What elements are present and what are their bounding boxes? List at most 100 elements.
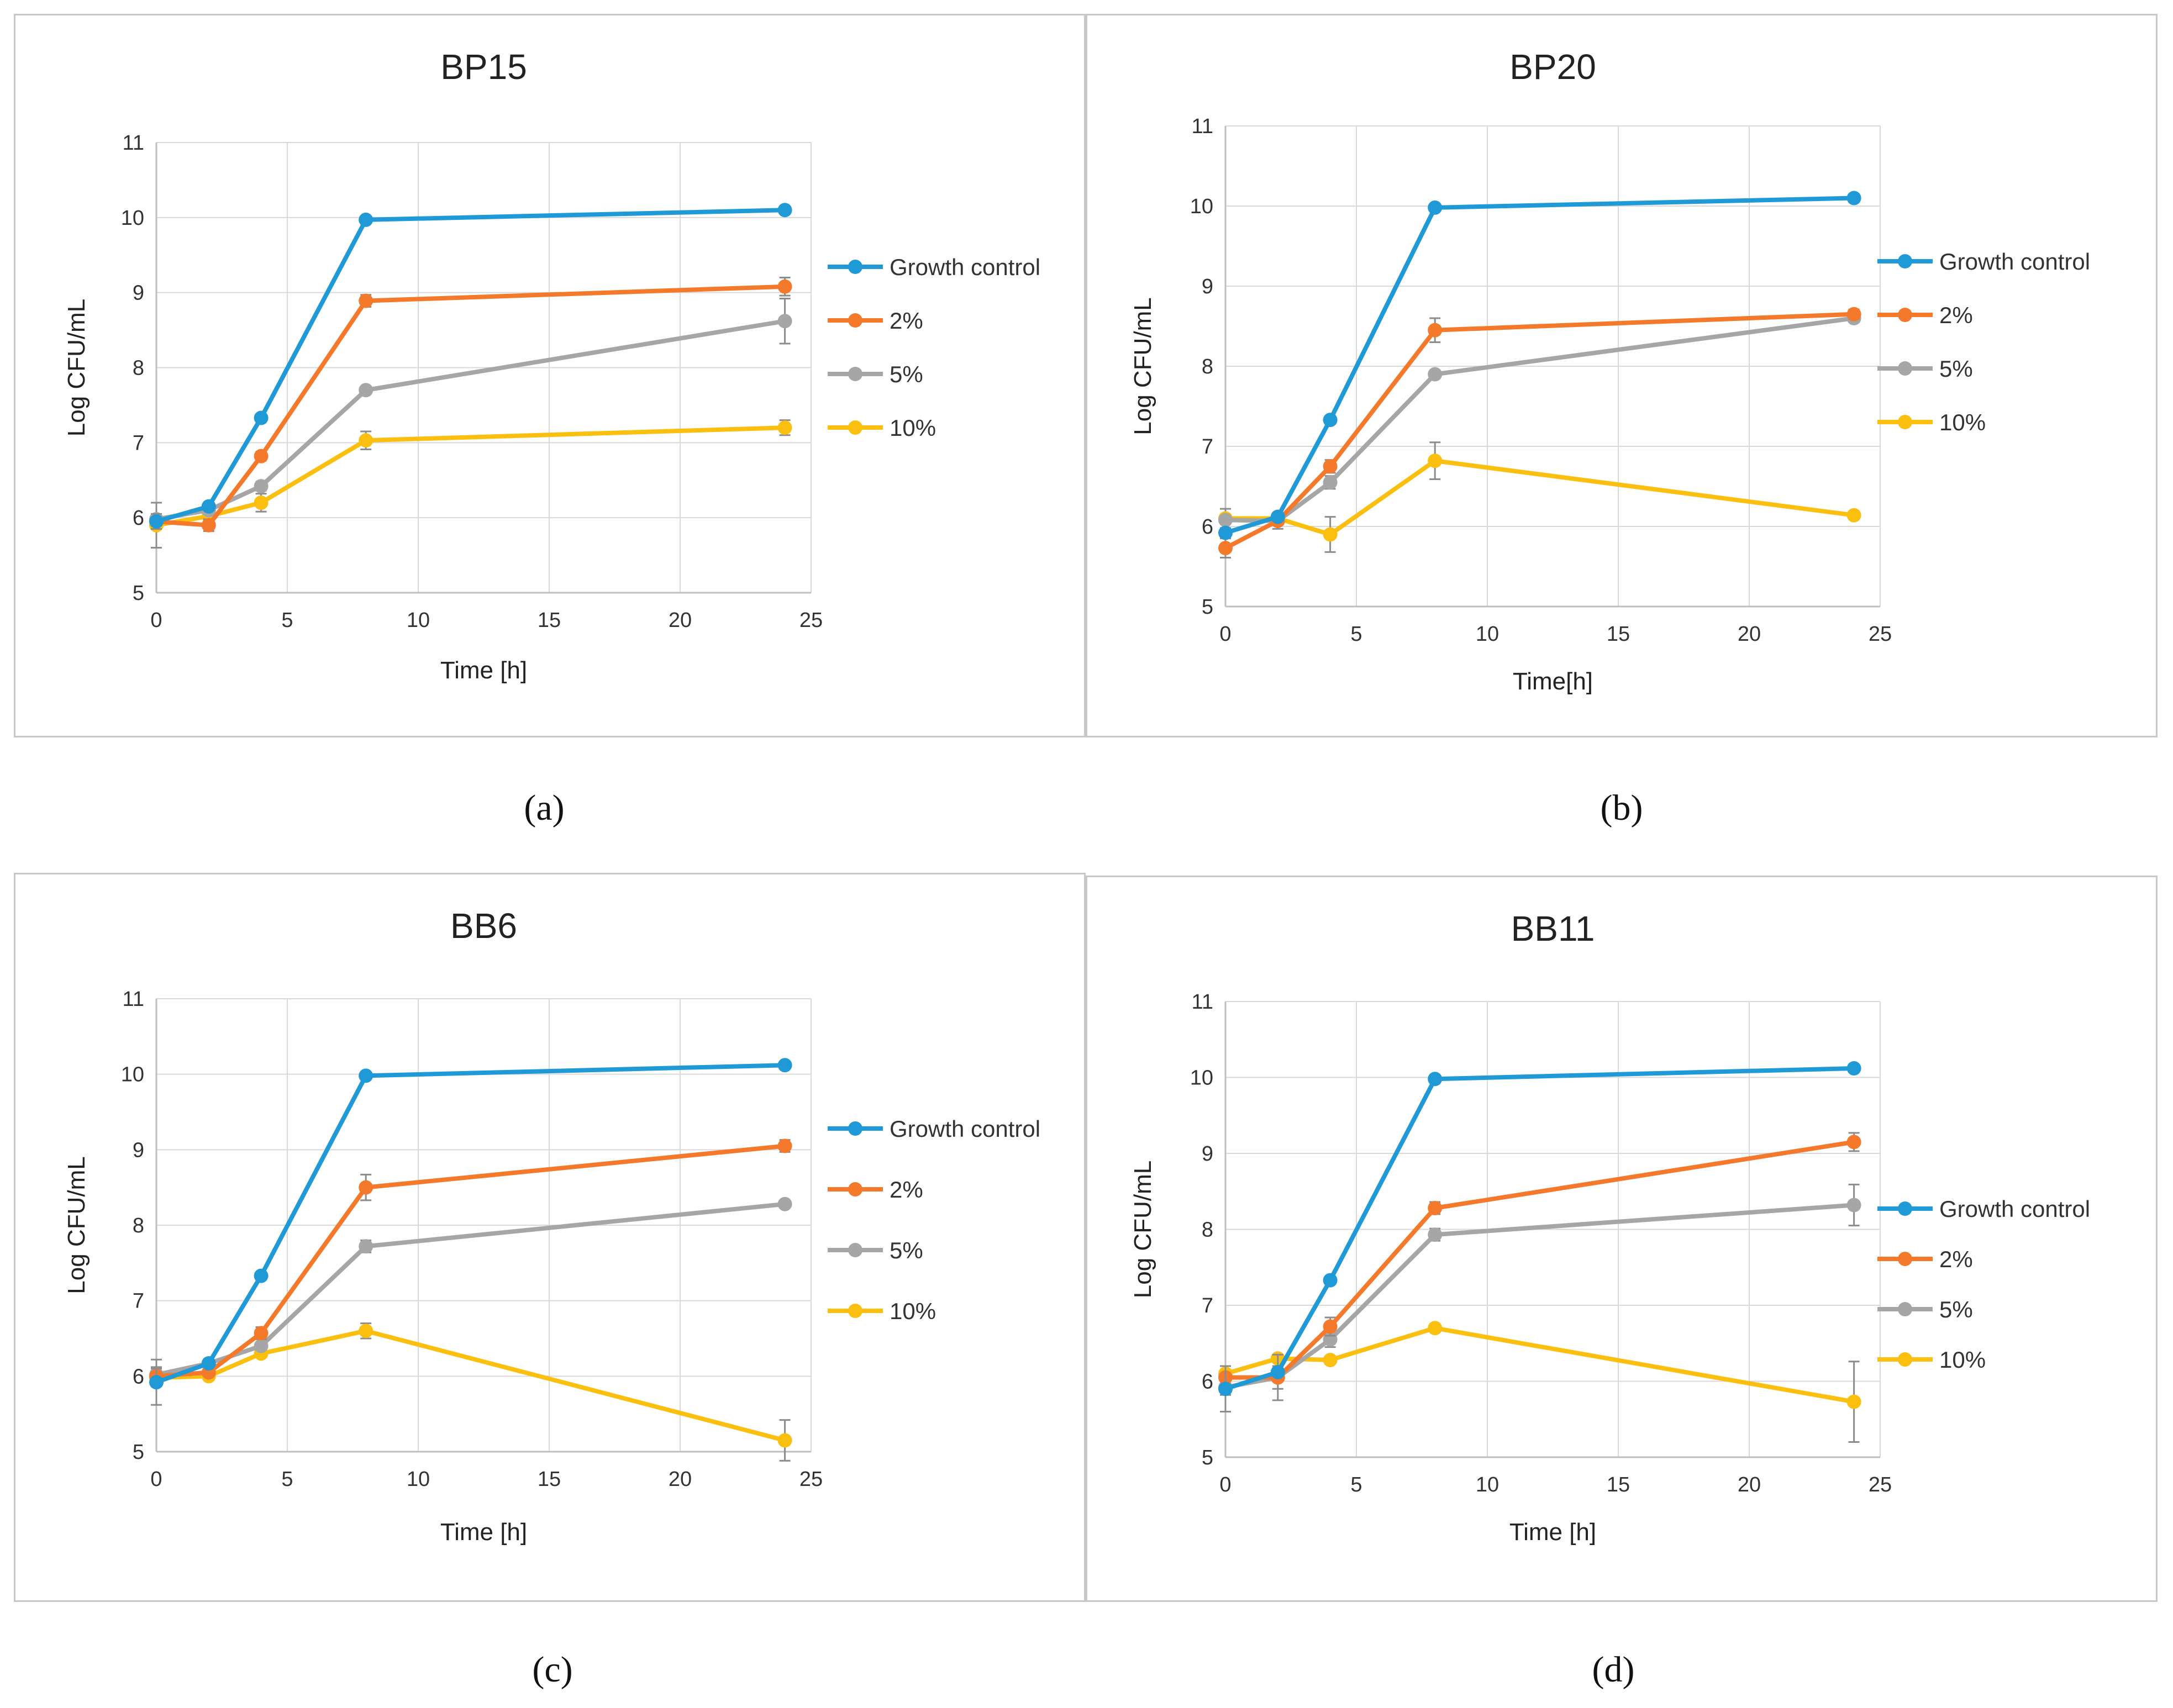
chart-title: BB11	[1511, 909, 1595, 948]
y-axis-title: Log CFU/mL	[1129, 297, 1156, 435]
legend-swatch-marker	[848, 1304, 862, 1318]
data-point	[254, 1338, 269, 1353]
legend-label: Growth control	[1939, 249, 2090, 275]
data-point	[1846, 508, 1861, 523]
legend-swatch-marker	[1898, 1352, 1912, 1367]
x-tick-label: 20	[669, 609, 692, 632]
x-tick-label: 25	[1869, 1473, 1892, 1496]
chart-panel-a: BP15 5 6 7 8 9 10 11 0 5 10 15 20 25 Time [h] Log CFU/m…	[14, 14, 1086, 737]
series-5pct	[149, 298, 792, 526]
data-point	[1323, 1273, 1338, 1288]
legend-item: 10%	[1877, 409, 1986, 435]
legend-swatch-marker	[1898, 415, 1912, 429]
legend-swatch-marker	[848, 1182, 862, 1196]
data-point	[1428, 367, 1443, 382]
x-tick-label: 0	[150, 1468, 162, 1491]
data-point	[1846, 1135, 1861, 1150]
data-point	[1218, 525, 1233, 540]
legend-label: 5%	[890, 1237, 923, 1263]
y-tick-label: 9	[1202, 1142, 1213, 1166]
data-point	[777, 1433, 792, 1448]
legend-swatch-marker	[848, 260, 862, 274]
series-line	[156, 319, 786, 521]
legend-label: 10%	[1939, 409, 1986, 435]
series-10pct	[1218, 441, 1861, 553]
chart-panel-d: BB11 5 6 7 8 9 10 11 0 5 10 15 20 25 Time [h] Log CFU/m…	[1086, 876, 2158, 1602]
legend-swatch-marker	[1898, 361, 1912, 376]
x-tick-label: 0	[1219, 623, 1231, 646]
data-point	[1846, 191, 1861, 205]
data-point	[777, 420, 792, 435]
data-point	[254, 479, 269, 494]
y-tick-label: 11	[123, 988, 144, 1011]
data-point	[777, 314, 792, 329]
x-tick-label: 25	[1869, 623, 1892, 646]
x-tick-label: 25	[799, 1468, 823, 1491]
data-point	[254, 449, 269, 463]
y-tick-label: 5	[1202, 595, 1213, 619]
y-tick-label: 7	[1202, 1294, 1213, 1317]
series-2pct	[149, 1138, 792, 1385]
legend-item: Growth control	[1877, 1196, 2090, 1222]
legend-label: 10%	[1939, 1347, 1986, 1373]
y-tick-label: 9	[1202, 275, 1213, 298]
data-point	[1323, 1319, 1338, 1334]
y-tick-label: 7	[133, 431, 144, 455]
data-point	[254, 1326, 269, 1341]
data-point	[1218, 1382, 1233, 1396]
chart-title: BB6	[450, 906, 517, 946]
data-point	[254, 495, 269, 510]
data-point	[1846, 1198, 1861, 1213]
legend-label: 10%	[890, 415, 936, 441]
data-point	[1428, 200, 1443, 215]
data-point	[359, 1239, 373, 1254]
legend-label: 2%	[890, 308, 923, 334]
x-tick-label: 15	[1607, 623, 1630, 646]
y-tick-label: 6	[1202, 515, 1213, 539]
x-tick-label: 20	[1738, 623, 1761, 646]
series-2pct	[1218, 307, 1861, 559]
legend-label: 5%	[1939, 356, 1973, 382]
y-tick-label: 11	[1192, 990, 1213, 1014]
x-axis-title: Time [h]	[440, 657, 527, 684]
legend-label: Growth control	[890, 1116, 1040, 1142]
x-axis-title: Time [h]	[440, 1519, 527, 1546]
y-tick-label: 8	[133, 357, 144, 380]
data-point	[1428, 1321, 1443, 1336]
y-tick-label: 8	[133, 1214, 144, 1237]
data-point	[777, 1058, 792, 1073]
caption-b: (b)	[1600, 788, 1643, 828]
data-point	[1323, 413, 1338, 428]
legend-item: 2%	[1877, 302, 1973, 328]
legend-label: 5%	[1939, 1296, 1973, 1322]
y-tick-label: 9	[133, 282, 144, 305]
series-line	[1224, 196, 1854, 535]
legend-item: 5%	[828, 1237, 923, 1263]
x-axis-title: Time[h]	[1513, 668, 1593, 695]
legend-swatch-marker	[848, 367, 862, 381]
y-tick-label: 7	[1202, 435, 1213, 458]
legend-label: 2%	[1939, 1246, 1973, 1272]
legend-swatch-marker	[848, 1243, 862, 1257]
x-tick-label: 10	[407, 609, 430, 632]
data-point	[1846, 1061, 1861, 1076]
legend-swatch-marker	[1898, 254, 1912, 268]
series-line	[156, 1143, 785, 1379]
series-growth-control	[1218, 191, 1861, 540]
legend-swatch-marker	[848, 1121, 862, 1136]
data-point	[1323, 475, 1338, 490]
legend-item: 10%	[1877, 1347, 1986, 1373]
y-tick-label: 8	[1202, 355, 1213, 378]
chart-title: BP15	[440, 47, 527, 87]
x-tick-label: 20	[1738, 1473, 1761, 1496]
legend-label: Growth control	[1939, 1196, 2090, 1222]
series-line	[1225, 316, 1855, 523]
data-point	[1270, 1365, 1285, 1379]
series-growth-control	[149, 1058, 792, 1406]
caption-d: (d)	[1592, 1649, 1635, 1690]
caption-c: (c)	[532, 1649, 573, 1690]
y-tick-label: 10	[1190, 195, 1213, 218]
y-axis-title: Log CFU/mL	[63, 1156, 90, 1294]
